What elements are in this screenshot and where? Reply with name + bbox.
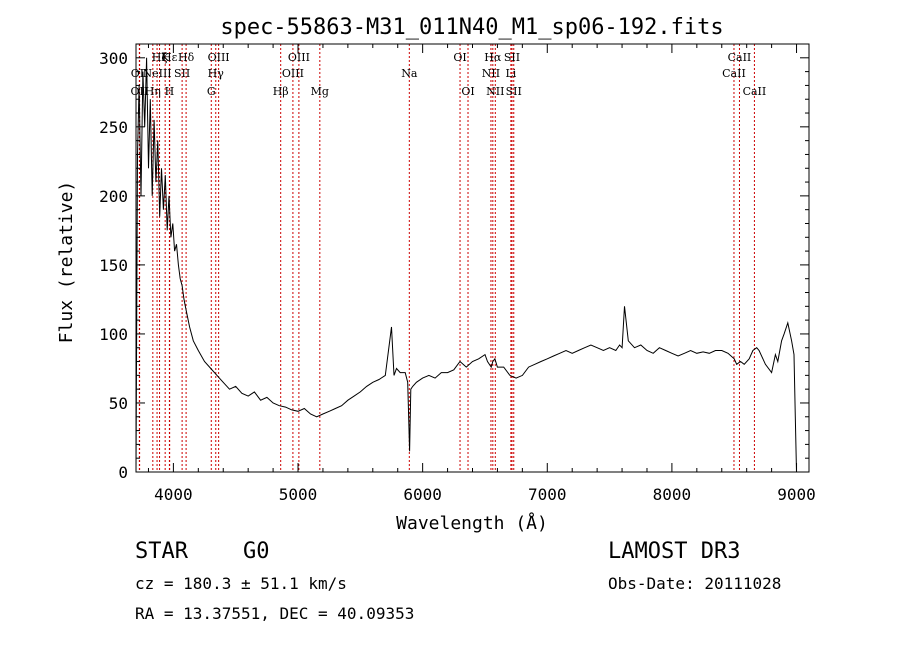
object-class: STAR	[135, 539, 188, 564]
x-tick-label-5: 9000	[777, 485, 816, 504]
x-tick-label-4: 8000	[653, 485, 692, 504]
line-label-3: Hη	[145, 85, 161, 98]
line-label-8: H	[165, 85, 175, 98]
chart-title: spec-55863-M31_011N40_M1_sp06-192.fits	[220, 15, 723, 40]
y-tick-label-0: 0	[118, 463, 128, 482]
line-label-22: NII	[486, 85, 504, 98]
y-tick-label-6: 300	[99, 49, 128, 68]
line-label-9: Hδ	[178, 51, 195, 64]
y-tick-label-2: 100	[99, 325, 128, 344]
line-label-25: SII	[506, 85, 522, 98]
y-tick-label-1: 50	[109, 394, 128, 413]
line-label-17: Na	[401, 67, 418, 80]
line-label-19: OI	[461, 85, 474, 98]
x-tick-label-1: 5000	[279, 485, 318, 504]
object-subclass: G0	[243, 539, 270, 564]
x-tick-label-2: 6000	[403, 485, 442, 504]
line-label-7: SII	[174, 67, 190, 80]
y-tick-label-5: 250	[99, 118, 128, 137]
line-markers	[138, 44, 755, 472]
line-label-13: Hβ	[273, 85, 289, 98]
line-label-26: CaII	[728, 51, 752, 64]
survey-name: LAMOST DR3	[608, 539, 741, 564]
line-label-20: Hα	[484, 51, 502, 64]
y-tick-label-3: 150	[99, 256, 128, 275]
line-label-18: OI	[453, 51, 466, 64]
x-axis-label: Wavelength (Å)	[396, 512, 548, 534]
observation-date: Obs-Date: 20111028	[608, 574, 782, 593]
x-tick-label-3: 7000	[528, 485, 567, 504]
line-label-4: Hζ	[152, 51, 168, 64]
line-label-28: CaII	[743, 85, 767, 98]
line-label-12: G	[207, 85, 216, 98]
x-axis: 4000 5000 6000 7000 8000 9000	[147, 44, 816, 504]
y-axis: 0 50 100 150 200 250 300	[99, 49, 809, 482]
line-label-10: OIII	[208, 51, 230, 64]
line-label-27: CaII	[722, 67, 746, 80]
y-tick-label-4: 200	[99, 187, 128, 206]
line-label-6: K	[161, 51, 170, 64]
line-label-23: SII	[504, 51, 520, 64]
line-label-0: Hε	[162, 51, 178, 64]
spectrum-series-line	[135, 57, 797, 473]
ra-dec-coordinates: RA = 13.37551, DEC = 40.09353	[135, 604, 415, 623]
line-label-16: Mg	[311, 85, 329, 98]
line-label-11: Hγ	[208, 67, 225, 80]
line-label-2: OII	[131, 67, 149, 80]
line-label-5: NeIII	[142, 67, 171, 80]
line-label-24: Li	[505, 67, 516, 80]
line-label-21: NII	[482, 67, 500, 80]
redshift-cz: cz = 180.3 ± 51.1 km/s	[135, 574, 347, 593]
line-label-15: OIII	[288, 51, 310, 64]
line-label-14: OIII	[282, 67, 304, 80]
plot-frame	[135, 43, 810, 473]
y-axis-label: Flux (relative)	[56, 181, 77, 344]
x-tick-label-0: 4000	[154, 485, 193, 504]
